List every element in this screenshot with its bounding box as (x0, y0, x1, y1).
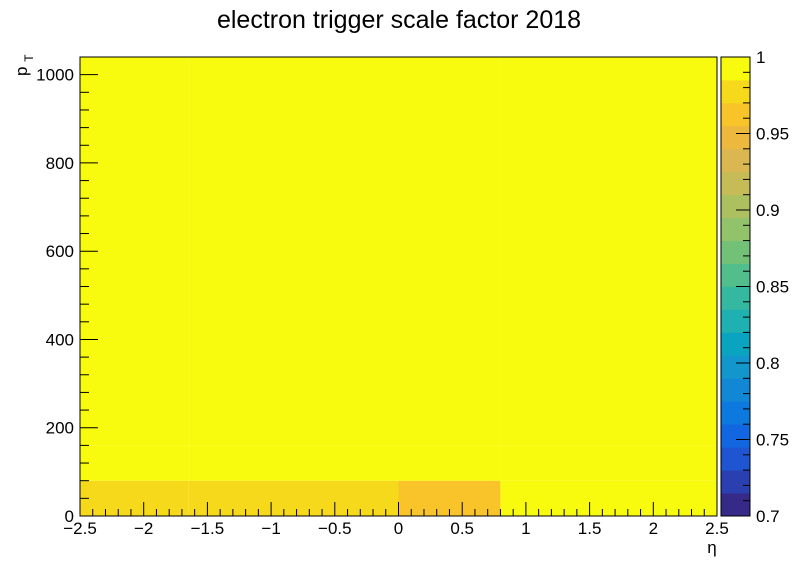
colorbar-segment (721, 424, 750, 448)
y-axis-label-main: p (12, 67, 31, 76)
colorbar-segment (721, 355, 750, 379)
heatmap-cell (398, 445, 501, 481)
z-tick-label: 0.75 (756, 431, 789, 450)
heatmap-cell (500, 445, 717, 481)
y-axis-label: p T (12, 54, 36, 76)
heatmap-cell (80, 445, 189, 481)
heatmap-cell (500, 480, 717, 516)
colorbar-segment (721, 447, 750, 471)
colorbar-segment (721, 79, 750, 104)
z-tick-label: 0.8 (756, 354, 780, 373)
y-tick-label: 800 (46, 154, 74, 173)
colorbar-segment (721, 263, 750, 287)
x-tick-label: −2.5 (63, 519, 97, 538)
y-tick-label: 200 (46, 419, 74, 438)
colorbar-segment (721, 57, 750, 81)
x-tick-label: 0 (394, 519, 403, 538)
heatmap-cell (398, 57, 501, 446)
z-tick-label: 0.95 (756, 125, 789, 144)
x-tick-label: −0.5 (318, 519, 352, 538)
colorbar: 0.7 0.75 0.8 0.85 0.9 0.95 1 (720, 48, 789, 526)
x-tick-label: −2 (134, 519, 153, 538)
heatmap-cell (80, 480, 189, 516)
y-axis: 0 200 400 600 800 1000 (36, 56, 98, 526)
heatmap-cells (80, 57, 717, 516)
x-tick-label: 0.5 (450, 519, 474, 538)
colorbar-segment (721, 470, 750, 494)
x-tick-label: 1 (521, 519, 530, 538)
colorbar-segment (721, 148, 750, 173)
z-tick-label: 0.85 (756, 278, 789, 297)
colorbar-segment (721, 125, 750, 150)
colorbar-segment (721, 493, 750, 517)
colorbar-segment (721, 378, 750, 402)
colorbar-segment (721, 240, 750, 264)
colorbar-segment (721, 171, 750, 196)
x-axis-label: η (707, 538, 716, 557)
y-axis-label-sub: T (22, 54, 36, 62)
x-tick-label: 2.5 (705, 519, 729, 538)
z-tick-label: 0.9 (756, 201, 780, 220)
y-tick-label: 1000 (36, 66, 74, 85)
x-tick-label: 2 (649, 519, 658, 538)
x-tick-label: −1.5 (191, 519, 225, 538)
heatmap-cell (80, 57, 189, 446)
svg-text:p T: p T (12, 54, 36, 76)
colorbar-segment (721, 286, 750, 310)
x-axis: −2.5 −2 −1.5 −1 −0.5 0 0.5 1 1.5 2 2.5 (63, 502, 729, 538)
heatmap-cell (500, 57, 717, 446)
z-tick-label: 1 (756, 48, 765, 67)
z-tick-label: 0.7 (756, 507, 780, 526)
y-tick-label: 600 (46, 242, 74, 261)
colorbar-segment (721, 309, 750, 333)
colorbar-segment (721, 332, 750, 356)
y-tick-label: 0 (65, 507, 74, 526)
heatmap-cell (188, 480, 399, 516)
colorbar-segment (721, 194, 750, 219)
heatmap-cell (188, 445, 399, 481)
y-tick-label: 400 (46, 330, 74, 349)
colorbar-segment (721, 401, 750, 425)
colorbar-segment (721, 217, 750, 241)
x-tick-label: 1.5 (578, 519, 602, 538)
x-tick-label: −1 (261, 519, 280, 538)
colorbar-segment (721, 102, 750, 127)
heatmap-cell (188, 57, 399, 446)
chart-title: electron trigger scale factor 2018 (217, 6, 581, 34)
